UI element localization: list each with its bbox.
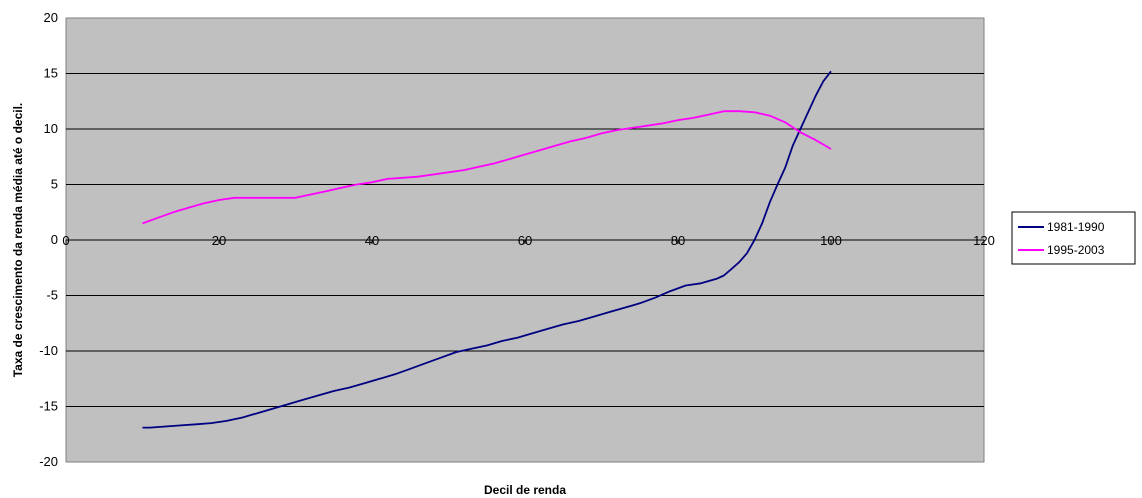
legend-label-1995-2003: 1995-2003 [1047,243,1105,257]
y-axis-title: Taxa de crescimento da renda média até o… [11,103,25,378]
x-tick-label: 20 [212,233,226,248]
legend-box [1011,211,1136,265]
series-line-1995-2003 [142,110,832,225]
y-tick-label: 15 [44,66,58,81]
y-tick-label: -10 [39,343,58,358]
y-tick-label: 0 [51,232,58,247]
legend: 1981-1990 1995-2003 [1011,211,1136,265]
y-tick-label: 20 [44,10,58,25]
y-tick-label: -15 [39,399,58,414]
x-axis-title: Decil de renda [484,483,566,497]
x-tick-label: 120 [973,233,995,248]
x-tick-label: 80 [671,233,685,248]
gridlines [65,73,985,407]
series-line-1981-1990 [142,70,832,429]
x-tick-label: 40 [365,233,379,248]
x-tick-label: 0 [62,233,69,248]
x-tick-label: 100 [820,233,842,248]
y-tick-label: 10 [44,121,58,136]
y-tick-label: -5 [46,288,58,303]
x-tick-label: 60 [518,233,532,248]
tick-labels: 20 15 10 5 0 -5 -10 -15 -20 0 20 40 60 80 100 120 [39,10,995,469]
legend-label-1981-1990: 1981-1990 [1047,220,1105,234]
series-layer [142,70,832,429]
y-tick-label: -20 [39,454,58,469]
y-tick-label: 5 [51,177,58,192]
